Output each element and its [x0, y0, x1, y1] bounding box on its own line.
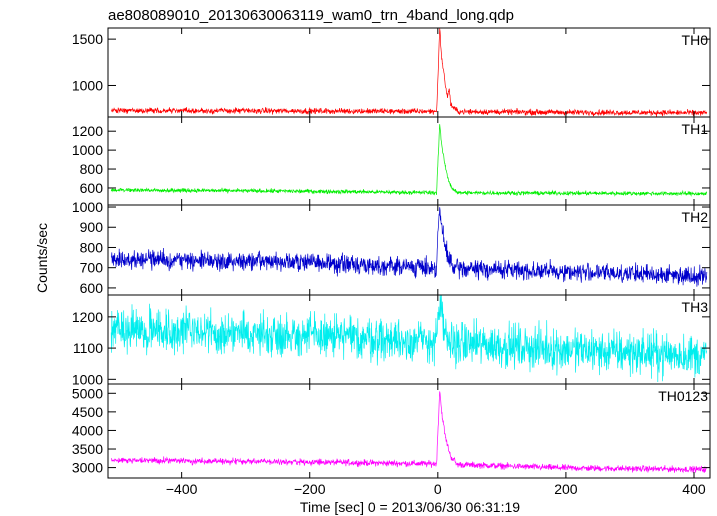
panel-label: TH0123	[658, 388, 708, 404]
y-axis-label: Counts/sec	[34, 223, 50, 293]
panel-th1: 600 800 1000 1200 TH1	[72, 116, 711, 206]
y-tick-label: 5000	[72, 385, 103, 401]
panel-label: TH3	[682, 299, 709, 315]
y-tick-label: 1100	[73, 340, 103, 356]
x-tick-label: −200	[294, 481, 326, 497]
panel-th2: 600 700 800 900 1000 TH2	[72, 199, 711, 296]
series-line-th2	[110, 207, 708, 287]
y-tick-label: 3000	[72, 460, 103, 476]
y-tick-label: 1200	[72, 123, 103, 139]
y-tick-label: 1500	[72, 31, 103, 47]
x-axis-label: Time [sec] 0 = 2013/06/30 06:31:19	[300, 499, 520, 515]
y-tick-label: 1200	[72, 309, 103, 325]
y-tick-label: 1000	[72, 371, 103, 387]
y-tick-label: 800	[80, 161, 104, 177]
panel-label: TH1	[682, 121, 709, 137]
panel-frame	[107, 383, 711, 479]
series-line-th3	[110, 295, 708, 383]
y-tick-label: 600	[80, 180, 104, 196]
x-axis: −400 −200 0 200 400	[166, 481, 706, 497]
panel-th3: 1000 1100 1200 TH3	[72, 294, 711, 387]
panels-group: 1000 1500 TH0 600 800 1000 1200 TH1 600 700 800 900…	[72, 27, 711, 479]
x-tick-label: 200	[554, 481, 578, 497]
y-tick-label: 700	[80, 260, 104, 276]
x-tick-label: 0	[434, 481, 442, 497]
panel-frame	[107, 204, 711, 296]
series-line-th1	[110, 124, 708, 197]
panel-label: TH0	[682, 32, 709, 48]
x-tick-label: −400	[166, 481, 198, 497]
y-tick-label: 600	[80, 280, 104, 296]
x-tick-label: 400	[682, 481, 706, 497]
panel-label: TH2	[682, 209, 709, 225]
chart-title: ae808089010_20130630063119_wam0_trn_4ban…	[108, 7, 514, 24]
panel-th0: 1000 1500 TH0	[72, 27, 711, 118]
panel-th0123: 3000 3500 4000 4500 5000 TH0123	[72, 383, 711, 479]
y-tick-label: 4000	[72, 422, 103, 438]
y-tick-label: 900	[80, 219, 104, 235]
series-line-th0123	[111, 391, 708, 474]
series-line-th0	[110, 28, 708, 117]
panel-frame	[107, 27, 711, 118]
y-tick-label: 3500	[72, 441, 103, 457]
y-tick-label: 800	[80, 239, 104, 255]
y-tick-label: 1000	[72, 142, 103, 158]
y-tick-label: 1000	[72, 77, 103, 93]
y-tick-label: 4500	[72, 404, 103, 420]
y-tick-label: 1000	[72, 199, 103, 215]
